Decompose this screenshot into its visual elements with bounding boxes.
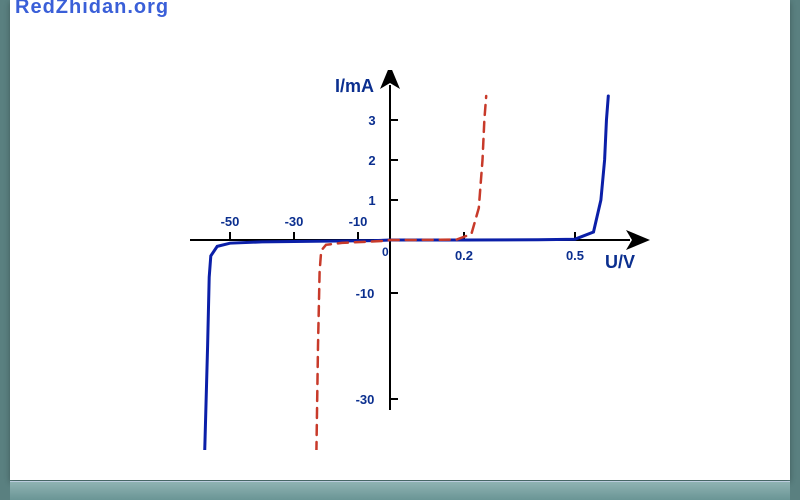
curve-red-dashed [316,96,486,450]
curve-blue-solid [204,96,608,450]
x-tick-label: -10 [349,214,368,229]
x-tick-label: -30 [285,214,304,229]
y-axis-label: I/mA [335,76,374,96]
x-axis-label: U/V [605,252,635,272]
header-link[interactable]: RedZhidan.org [15,0,169,19]
y-tick-label: 1 [368,193,375,208]
x-tick-label: 0.5 [566,248,584,263]
y-tick-label: 2 [368,153,375,168]
footer-bar [10,481,790,500]
y-tick-label: -10 [356,286,375,301]
y-tick-label: -30 [356,392,375,407]
slide-frame: RedZhidan.org I/mA U/V 1 2 3 -10 -30 0.2 0.5 -10 -… [10,0,790,480]
origin-label: 0 [382,245,389,259]
iv-curve-chart: I/mA U/V 1 2 3 -10 -30 0.2 0.5 -10 -30 -50 0 [160,70,660,450]
x-tick-label: 0.2 [455,248,473,263]
x-tick-label: -50 [221,214,240,229]
y-tick-label: 3 [368,113,375,128]
